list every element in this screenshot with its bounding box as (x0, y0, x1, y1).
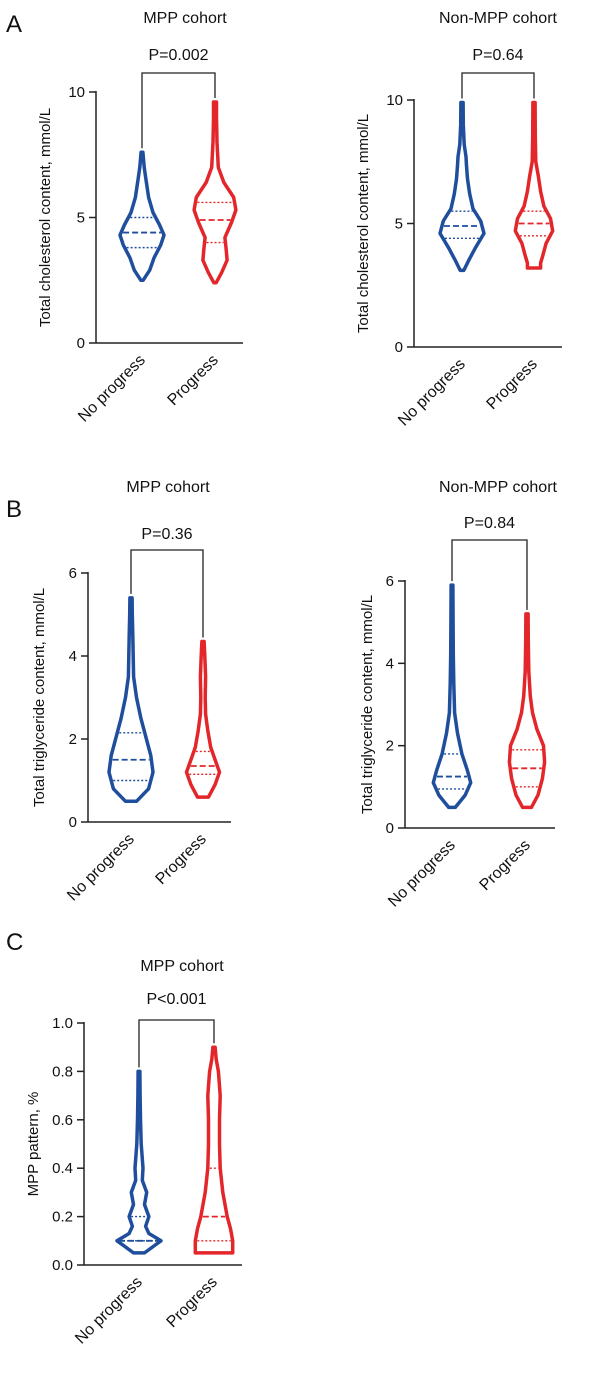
significance-bracket (451, 539, 528, 610)
y-tick-label: 0.8 (52, 1063, 73, 1080)
p-value-label: P=0.84 (464, 515, 515, 532)
y-tick-label: 0.4 (52, 1160, 73, 1177)
y-tick-label: 5 (395, 216, 403, 233)
violin-no-progress (107, 596, 155, 804)
p-value-label: P=0.36 (141, 526, 192, 543)
panel-label-b: B (6, 496, 22, 523)
violin-progress (513, 100, 555, 270)
violin-progress (192, 100, 238, 285)
y-tick-label: 0 (69, 814, 77, 831)
y-tick-label: 0 (395, 339, 403, 356)
panel-label-c: C (6, 929, 23, 956)
significance-bracket (461, 72, 535, 99)
y-axis-label: Total cholesterol content, mmol/L (37, 108, 54, 327)
charts-container: MPP cohort 0 5 10 Total cholesterol content,… (25, 10, 562, 1347)
chart-title: Non-MPP cohort (439, 479, 558, 496)
y-tick-label: 1.0 (52, 1015, 73, 1032)
violin-no-progress (438, 100, 486, 273)
x-category-label: No progress (64, 831, 138, 905)
x-category-label: Progress (153, 831, 210, 888)
y-tick-label: 2 (69, 731, 77, 748)
y-axis-label: Total triglyceride content, mmol/L (359, 595, 376, 814)
y-tick-label: 5 (77, 210, 85, 227)
x-category-label: No progress (385, 837, 459, 911)
violin-progress (184, 639, 222, 799)
x-category-label: No progress (395, 356, 469, 430)
violin-chart-4: Non-MPP cohort 0 2 4 6 Total triglyceride con… (359, 479, 558, 910)
y-axis-label: Total cholesterol content, mmol/L (355, 114, 372, 333)
chart-title: MPP cohort (143, 10, 227, 27)
y-tick-label: 2 (386, 738, 394, 755)
violin-progress (507, 612, 547, 810)
violin-chart-3: MPP cohort 0 2 4 6 Total triglyceride content… (31, 479, 231, 904)
x-category-label: No progress (75, 352, 149, 426)
y-tick-label: 0.2 (52, 1209, 73, 1226)
violin-chart-1: MPP cohort 0 5 10 Total cholesterol content,… (37, 10, 243, 425)
violin-progress (193, 1045, 235, 1255)
x-category-label: Progress (484, 356, 541, 413)
y-tick-label: 0.6 (52, 1112, 73, 1129)
y-tick-label: 6 (386, 573, 394, 590)
y-tick-label: 10 (68, 84, 85, 101)
y-tick-label: 6 (69, 565, 77, 582)
x-category-label: No progress (72, 1274, 146, 1348)
chart-title: MPP cohort (126, 479, 210, 496)
chart-title: Non-MPP cohort (439, 10, 558, 27)
x-category-label: Progress (164, 1274, 221, 1331)
x-category-label: Progress (165, 352, 222, 409)
violin-no-progress (115, 1069, 163, 1255)
chart-title: MPP cohort (140, 958, 224, 975)
y-tick-label: 0 (77, 335, 85, 352)
violin-chart-2: Non-MPP cohort 0 5 10 Total cholesterol cont… (355, 10, 562, 429)
significance-bracket (130, 549, 204, 638)
violin-chart-5: MPP cohort 0.0 0.2 0.4 0.6 0.8 1.0 MPP pattern,… (25, 958, 242, 1347)
panel-label-a: A (6, 11, 22, 38)
y-axis-label: Total triglyceride content, mmol/L (31, 588, 48, 807)
violin-no-progress (118, 150, 166, 283)
y-tick-label: 4 (386, 655, 394, 672)
violin-no-progress (431, 583, 473, 810)
significance-bracket (141, 72, 216, 149)
y-axis-label: MPP pattern, % (25, 1092, 42, 1197)
y-tick-label: 0.0 (52, 1257, 73, 1274)
p-value-label: P=0.64 (472, 47, 523, 64)
p-value-label: P<0.001 (146, 991, 206, 1008)
significance-bracket (138, 1019, 215, 1068)
y-tick-label: 4 (69, 648, 77, 665)
x-category-label: Progress (477, 837, 534, 894)
p-value-label: P=0.002 (148, 47, 208, 64)
y-tick-label: 0 (386, 820, 394, 837)
y-tick-label: 10 (386, 92, 403, 109)
